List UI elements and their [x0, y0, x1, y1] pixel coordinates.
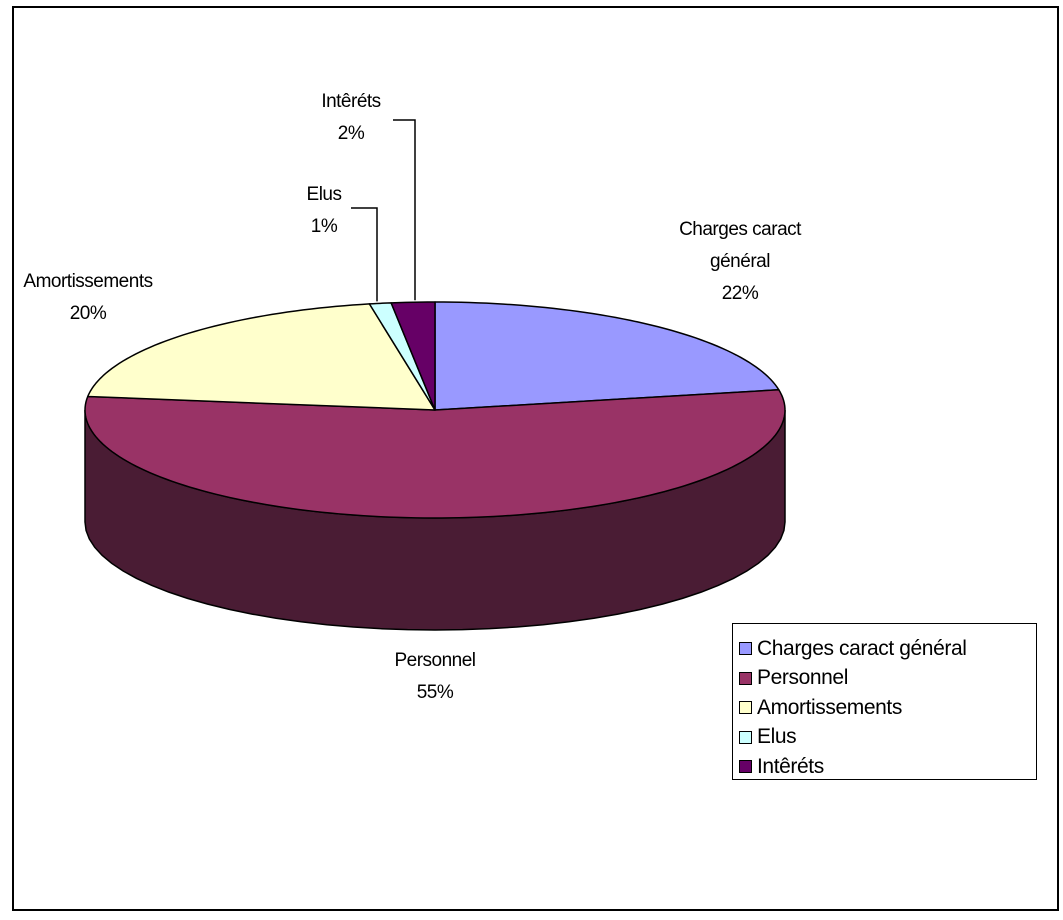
data-label-interets: Intêréts 2%	[321, 91, 380, 144]
slice-personnel	[84, 389, 786, 519]
legend-item-interets: Intêréts	[739, 752, 1036, 782]
legend-item-elus: Elus	[739, 723, 1036, 753]
legend-label-personnel: Personnel	[757, 666, 848, 690]
slice-elus	[368, 302, 436, 411]
legend-item-charges: Charges caract général	[739, 634, 1036, 664]
legend-item-personnel: Personnel	[739, 664, 1036, 694]
legend-label-amortissements: Amortissements	[757, 695, 902, 719]
slice-interets	[390, 301, 436, 411]
legend-label-interets: Intêréts	[757, 754, 824, 778]
legend: Charges caract général Personnel Amortis…	[732, 623, 1037, 780]
legend-swatch-interets	[739, 760, 752, 774]
legend-swatch-personnel	[739, 671, 752, 685]
legend-swatch-amortissements	[739, 701, 752, 715]
data-label-charges: Charges caract général 22%	[679, 219, 802, 304]
legend-swatch-elus	[739, 730, 752, 744]
leader-line-interets	[393, 119, 416, 301]
legend-item-amortissements: Amortissements	[739, 693, 1036, 723]
data-label-elus: Elus 1%	[307, 184, 342, 237]
legend-label-charges: Charges caract général	[757, 636, 967, 660]
leader-line-elus	[351, 207, 378, 302]
legend-label-elus: Elus	[757, 725, 797, 749]
legend-swatch-charges	[739, 642, 752, 656]
data-label-amortissements: Amortissements 20%	[23, 271, 152, 324]
slice-amortissements	[87, 303, 436, 411]
slice-charges	[434, 301, 780, 411]
data-label-personnel: Personnel 55%	[394, 650, 475, 703]
